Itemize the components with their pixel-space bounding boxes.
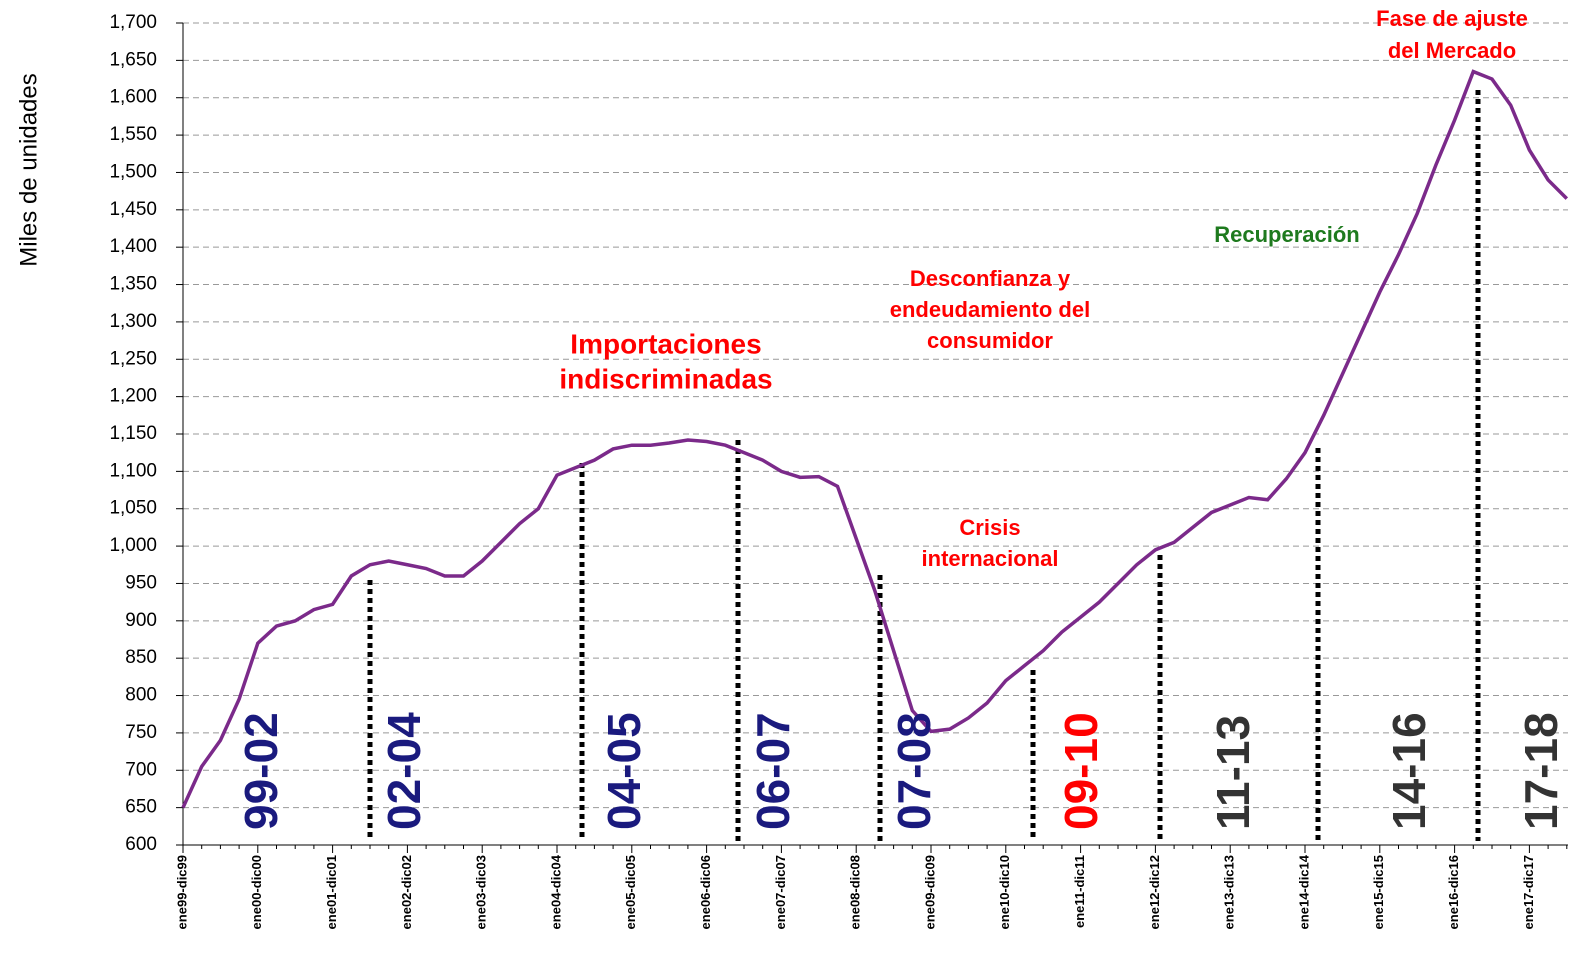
x-tick-label: ene17-dic17	[1521, 855, 1536, 929]
y-tick-label: 1,450	[109, 199, 157, 220]
x-tick-label: ene16-dic16	[1446, 855, 1461, 929]
annotation: indiscriminadas	[559, 363, 772, 394]
annotation: Crisis	[959, 515, 1020, 540]
annotation: Recuperación	[1214, 222, 1360, 247]
y-tick-label: 1,400	[109, 236, 157, 257]
y-tick-label: 900	[125, 610, 157, 631]
x-tick-label: ene09-dic09	[922, 855, 937, 929]
x-tick-label: ene05-dic05	[623, 855, 638, 929]
y-tick-label: 1,600	[109, 87, 157, 108]
annotation: del Mercado	[1388, 38, 1516, 63]
y-tick-label: 950	[125, 572, 157, 593]
x-tick-label: ene03-dic03	[474, 855, 489, 929]
y-tick-label: 1,650	[109, 49, 157, 70]
x-tick-label: ene99-dic99	[174, 855, 189, 929]
y-tick-label: 1,300	[109, 311, 157, 332]
x-tick-label: ene15-dic15	[1371, 855, 1386, 929]
y-tick-label: 600	[125, 834, 157, 855]
period-label: 99-02	[235, 712, 287, 830]
x-tick-label: ene14-dic14	[1296, 854, 1311, 929]
y-axis-label: Miles de unidades	[15, 73, 42, 266]
y-tick-label: 650	[125, 797, 157, 818]
y-tick-label: 1,150	[109, 423, 157, 444]
x-tick-label: ene10-dic10	[997, 855, 1012, 929]
y-tick-label: 800	[125, 685, 157, 706]
annotation: endeudamiento del	[890, 297, 1090, 322]
y-tick-label: 1,050	[109, 498, 157, 519]
x-tick-label: ene02-dic02	[399, 855, 414, 929]
x-tick-label: ene12-dic12	[1147, 855, 1162, 929]
x-tick-label: ene04-dic04	[548, 854, 563, 929]
period-label: 04-05	[598, 712, 650, 830]
y-tick-label: 700	[125, 759, 157, 780]
x-tick-label: ene13-dic13	[1222, 855, 1237, 929]
y-tick-label: 1,500	[109, 161, 157, 182]
y-tick-label: 1,200	[109, 386, 157, 407]
x-tick-label: ene06-dic06	[698, 855, 713, 929]
x-tick-label: ene00-dic00	[249, 855, 264, 929]
annotation: consumidor	[927, 328, 1053, 353]
period-label: 14-16	[1383, 712, 1435, 830]
y-tick-label: 1,000	[109, 535, 157, 556]
y-tick-label: 1,350	[109, 274, 157, 295]
x-tick-label: ene11-dic11	[1072, 855, 1087, 928]
x-tick-label: ene08-dic08	[848, 855, 863, 929]
period-label: 07-08	[888, 712, 940, 830]
annotation: internacional	[922, 546, 1059, 571]
period-label: 09-10	[1055, 712, 1107, 830]
annotation: Importaciones	[570, 328, 761, 359]
annotation: Fase de ajuste	[1376, 6, 1528, 31]
period-label: 06-07	[747, 712, 799, 830]
period-label: 11-13	[1207, 715, 1259, 830]
y-tick-label: 1,250	[109, 348, 157, 369]
x-tick-label: ene01-dic01	[324, 855, 339, 929]
period-label: 17-18	[1515, 712, 1567, 830]
y-tick-label: 750	[125, 722, 157, 743]
y-tick-label: 1,100	[109, 460, 157, 481]
annotation: Desconfianza y	[910, 266, 1071, 291]
period-label: 02-04	[378, 712, 430, 830]
x-tick-label: ene07-dic07	[773, 855, 788, 929]
y-tick-label: 1,700	[109, 12, 157, 33]
data-line	[181, 69, 1569, 809]
y-tick-label: 850	[125, 647, 157, 668]
y-tick-label: 1,550	[109, 124, 157, 145]
